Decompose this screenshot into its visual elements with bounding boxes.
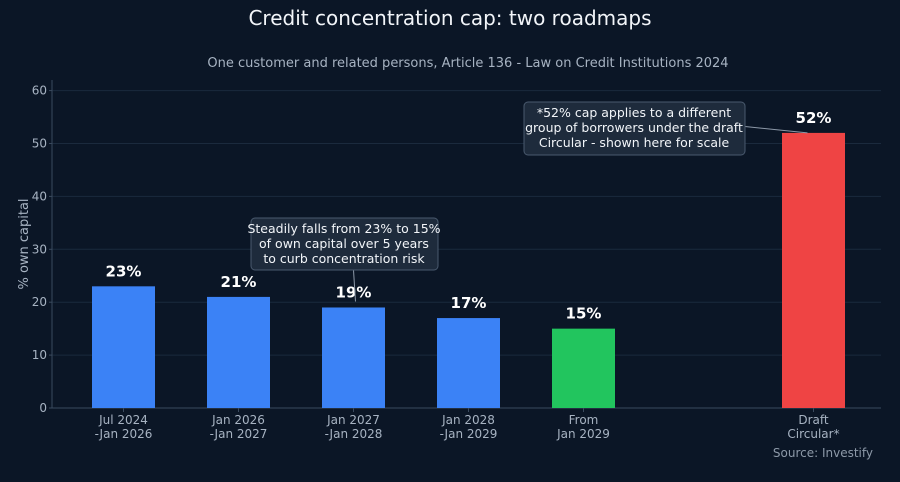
x-tick-label: Jan 2028 <box>441 413 495 427</box>
y-tick-label: 30 <box>32 242 47 256</box>
x-tick-label: -Jan 2026 <box>95 427 153 441</box>
x-tick-label: Draft <box>798 413 829 427</box>
x-tick-label: Jul 2024 <box>98 413 148 427</box>
annotation-box <box>523 101 746 156</box>
chart-title: Credit concentration cap: two roadmaps <box>248 6 651 30</box>
bar <box>782 132 845 408</box>
x-tick-label: Jan 2026 <box>211 413 265 427</box>
annotation-text: to curb concentration risk <box>263 251 425 266</box>
y-axis-label: % own capital <box>17 198 32 289</box>
bars: 23% Jul 2024-Jan 2026 21% Jan 2026-Jan 2027… <box>92 109 845 441</box>
annotation-text: Circular - shown here for scale <box>539 135 730 150</box>
y-tick-label: 10 <box>32 348 47 362</box>
x-tick-label: From <box>569 413 599 427</box>
x-tick-label: Circular* <box>787 427 839 441</box>
grid: 0 10 20 30 40 50 60 <box>32 80 881 415</box>
chart-subtitle: One customer and related persons, Articl… <box>207 56 728 71</box>
x-tick-label: Jan 2027 <box>326 413 380 427</box>
bar-value-label: 52% <box>796 109 832 127</box>
y-tick-label: 0 <box>39 401 47 415</box>
bar-value-label: 17% <box>451 294 487 312</box>
y-tick-label: 50 <box>32 136 47 150</box>
annotation-box <box>250 217 439 271</box>
annotation-text: *52% cap applies to a different <box>537 105 731 120</box>
source-note: Source: Investify <box>773 446 873 460</box>
y-tick-label: 20 <box>32 295 47 309</box>
y-tick-label: 40 <box>32 189 47 203</box>
bar-value-label: 23% <box>106 262 142 280</box>
bar <box>437 318 500 408</box>
x-tick-label: -Jan 2029 <box>440 427 498 441</box>
annotations: Steadily falls from 23% to 15%of own cap… <box>247 101 808 302</box>
bar <box>92 286 155 408</box>
bar-value-label: 15% <box>566 305 602 323</box>
bar-value-label: 19% <box>336 283 372 301</box>
annotation-arrow <box>744 126 808 134</box>
y-tick-label: 60 <box>32 84 47 98</box>
bar <box>207 296 270 408</box>
annotation-text: of own capital over 5 years <box>259 236 429 251</box>
x-tick-label: -Jan 2028 <box>325 427 383 441</box>
x-tick-label: -Jan 2027 <box>210 427 268 441</box>
bar-value-label: 21% <box>221 273 257 291</box>
annotation-text: group of borrowers under the draft <box>525 120 743 135</box>
x-tick-label: Jan 2029 <box>556 427 610 441</box>
bar <box>552 328 615 408</box>
bar <box>322 307 385 408</box>
annotation-arrow <box>353 269 356 302</box>
annotation-text: Steadily falls from 23% to 15% <box>247 221 440 236</box>
